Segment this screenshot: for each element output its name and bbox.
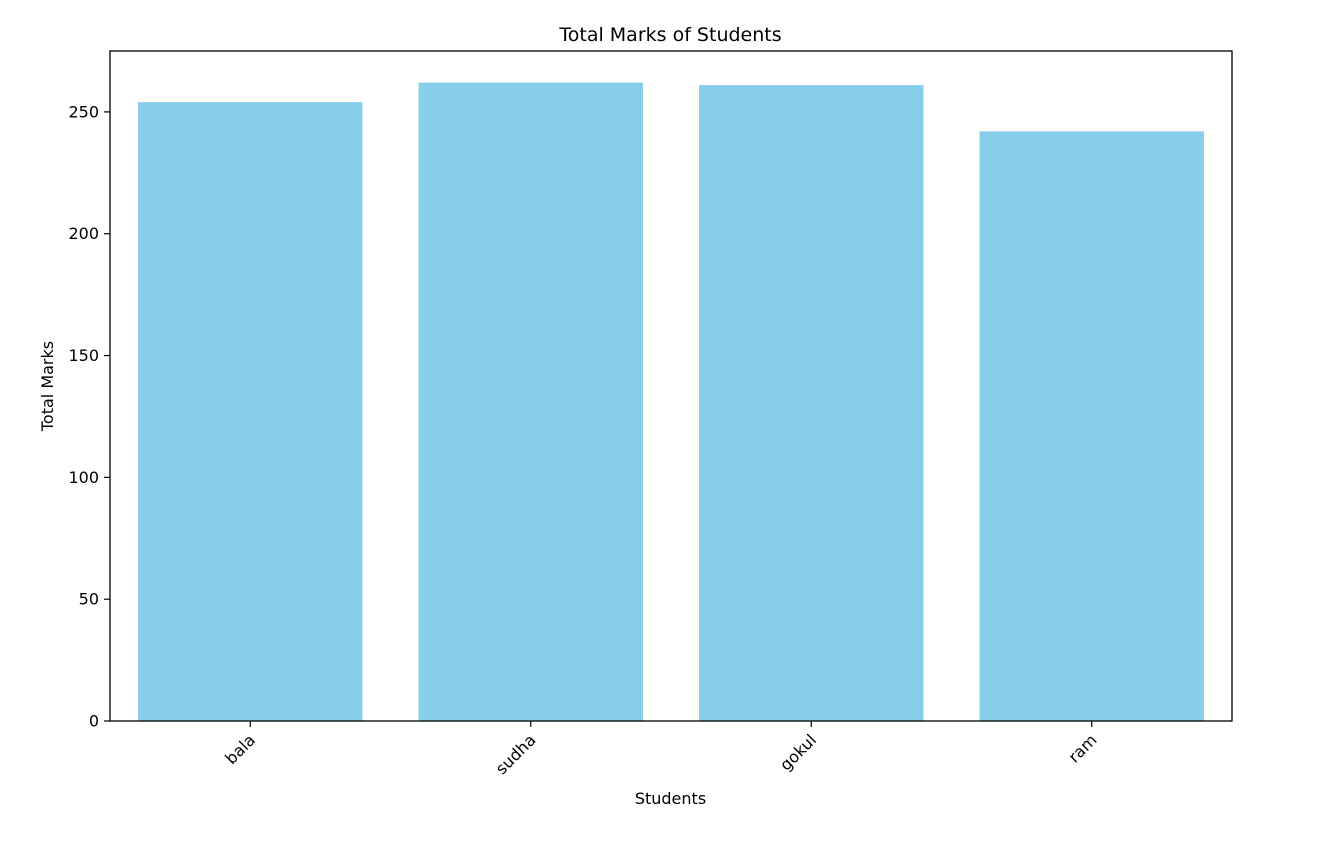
- y-tick-label: 200: [68, 224, 99, 243]
- y-tick-label: 100: [68, 468, 99, 487]
- y-tick-label: 250: [68, 102, 99, 121]
- y-tick-label: 0: [89, 712, 99, 731]
- chart-title: Total Marks of Students: [558, 24, 781, 46]
- y-tick-label: 50: [79, 590, 99, 609]
- x-tick-label-gokul: gokul: [776, 730, 820, 774]
- y-tick-label: 150: [68, 346, 99, 365]
- plot-area-frame: [109, 50, 1233, 722]
- bar-ram: [979, 131, 1204, 721]
- bar-bala: [138, 102, 363, 721]
- x-tick-label-ram: ram: [1065, 730, 1101, 766]
- y-axis-label: Total Marks: [38, 341, 57, 432]
- x-tick-label-bala: bala: [221, 730, 259, 768]
- x-tick-label-sudha: sudha: [492, 730, 540, 778]
- bar-sudha: [418, 82, 643, 721]
- x-axis-label: Students: [635, 789, 706, 808]
- bar-gokul: [699, 85, 924, 722]
